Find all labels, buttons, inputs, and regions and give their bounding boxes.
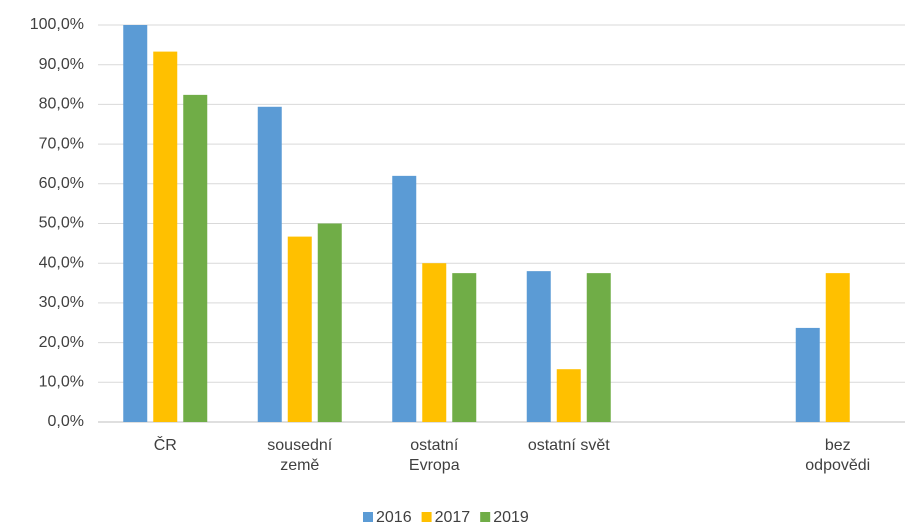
bar <box>317 223 342 422</box>
bar <box>153 51 178 422</box>
bar <box>392 175 417 422</box>
legend-swatch <box>363 512 373 522</box>
bar <box>422 263 447 422</box>
x-tick-label: ČR <box>153 437 177 454</box>
x-tick-label: ostatní Evropa <box>408 437 460 474</box>
legend-label: 2016 <box>376 509 412 526</box>
bar <box>526 271 551 422</box>
bar <box>183 94 208 422</box>
bar <box>123 25 148 422</box>
bar <box>556 369 581 422</box>
y-tick-label: 30,0% <box>39 294 84 311</box>
y-tick-label: 70,0% <box>39 135 84 152</box>
bar <box>287 236 312 422</box>
y-tick-label: 50,0% <box>39 215 84 232</box>
x-tick-label: sousední země <box>267 437 333 474</box>
y-tick-label: 60,0% <box>39 175 84 192</box>
y-tick-label: 10,0% <box>39 374 84 391</box>
legend-swatch <box>480 512 491 522</box>
y-tick-label: 90,0% <box>39 56 84 73</box>
x-tick-label: ostatní svět <box>527 437 610 454</box>
y-tick-label: 0,0% <box>48 413 84 430</box>
y-tick-label: 100,0% <box>30 16 84 33</box>
y-tick-label: 40,0% <box>39 254 84 271</box>
legend-label: 2019 <box>493 509 529 526</box>
legend-label: 2017 <box>435 509 471 526</box>
y-tick-label: 20,0% <box>39 334 84 351</box>
x-tick-label: bez odpovědi <box>805 437 871 474</box>
bar <box>452 273 477 422</box>
bar <box>825 273 850 422</box>
bar <box>586 273 611 422</box>
y-tick-label: 80,0% <box>39 96 84 113</box>
bar <box>795 327 820 422</box>
legend-swatch <box>421 512 432 522</box>
bar <box>257 106 282 423</box>
